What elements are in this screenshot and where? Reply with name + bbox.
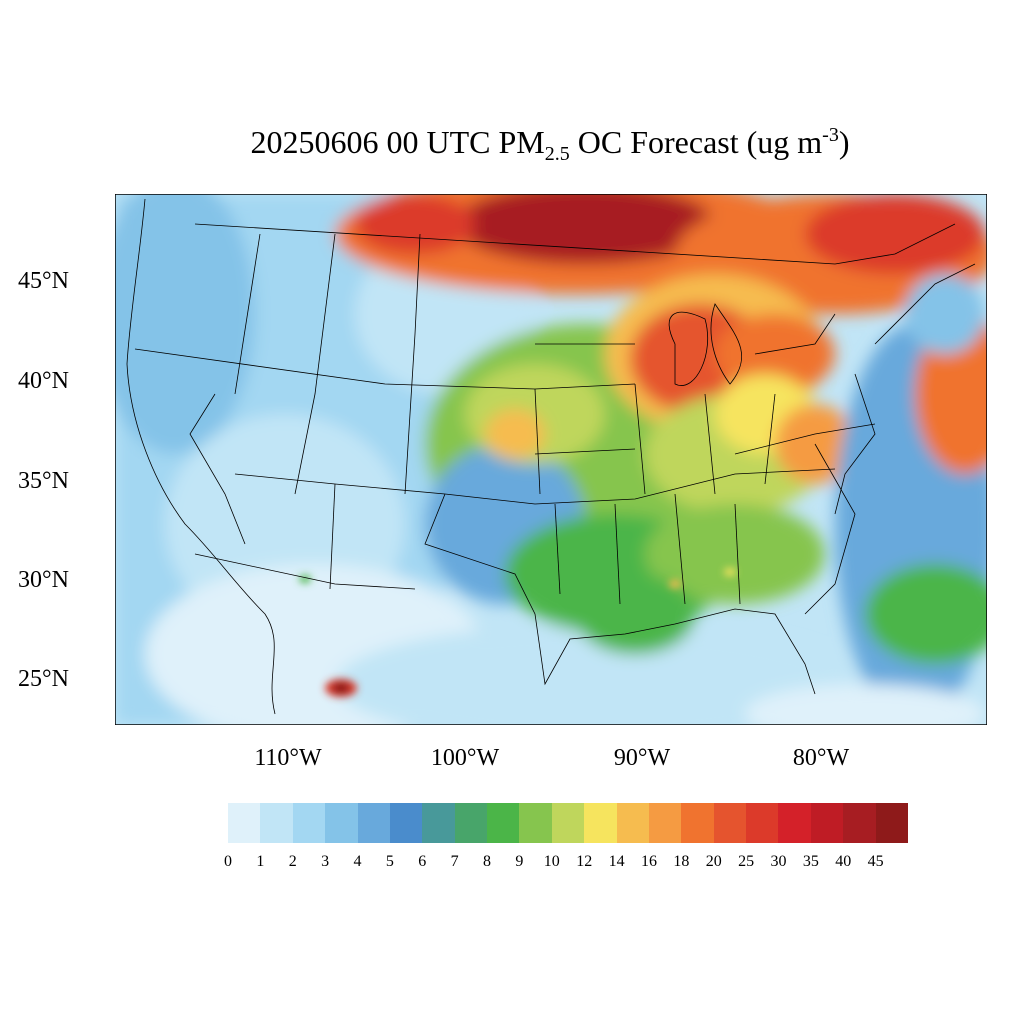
colorbar-tick-label: 12 xyxy=(576,853,593,870)
colorbar-tick-label: 35 xyxy=(802,853,819,870)
colorbar-swatch xyxy=(228,803,261,843)
title-superscript: -3 xyxy=(822,124,839,146)
lon-label-100w: 100°W xyxy=(430,745,500,771)
colorbar-swatch xyxy=(778,803,811,843)
colorbar-tick-label: 4 xyxy=(353,853,362,870)
colorbar-tick-label: 16 xyxy=(640,853,657,870)
colorbar-tick-label: 14 xyxy=(608,853,625,870)
colorbar-swatch xyxy=(551,803,585,843)
colorbar-tick-label: 40 xyxy=(835,853,852,870)
colorbar-swatch xyxy=(260,803,293,843)
colorbar-tick-label: 8 xyxy=(483,853,492,870)
colorbar-tick-label: 10 xyxy=(543,853,560,870)
concentration-map xyxy=(115,194,987,725)
colorbar-swatch xyxy=(616,803,649,843)
colorbar-tick-label: 20 xyxy=(705,853,722,870)
colorbar-tick-label: 7 xyxy=(450,853,459,870)
colorbar-swatch xyxy=(713,803,746,843)
hotspot-mexico xyxy=(299,568,736,697)
lon-label-110w: 110°W xyxy=(254,745,322,771)
colorbar-tick-label: 9 xyxy=(515,853,524,870)
colorbar-swatch xyxy=(325,803,358,843)
lat-label-40n: 40°N xyxy=(18,368,69,394)
title-suffix: ) xyxy=(838,124,850,160)
map-frame xyxy=(115,194,987,725)
colorbar-tick-label: 2 xyxy=(288,853,297,870)
colorbar-swatch xyxy=(843,803,876,843)
colorbar-tick-label: 5 xyxy=(385,853,394,870)
lon-label-80w: 80°W xyxy=(792,745,850,771)
colorbar-swatch xyxy=(519,803,552,843)
colorbar-tick-label: 0 xyxy=(224,853,232,870)
lat-label-45n: 45°N xyxy=(18,268,69,294)
chart-title: 20250606 00 UTC PM2.5 OC Forecast (ug m-… xyxy=(0,124,1024,166)
colorbar-swatch xyxy=(454,803,487,843)
colorbar-swatch xyxy=(746,803,779,843)
colorbar-swatch xyxy=(810,803,844,843)
colorbar-swatch xyxy=(875,803,908,843)
boundary-lines xyxy=(126,198,976,715)
colorbar-swatch xyxy=(357,803,390,843)
colorbar-swatch xyxy=(487,803,520,843)
lat-label-25n: 25°N xyxy=(18,666,69,692)
lat-label-30n: 30°N xyxy=(18,567,69,593)
colorbar-tick-label: 6 xyxy=(418,853,427,870)
colorbar-swatch xyxy=(292,803,326,843)
colorbar-tick-label: 3 xyxy=(321,853,330,870)
colorbar-swatch xyxy=(389,803,423,843)
title-subscript: 2.5 xyxy=(544,143,570,165)
colorbar-swatch xyxy=(648,803,682,843)
colorbar-tick-label: 30 xyxy=(770,853,787,870)
lon-label-90w: 90°W xyxy=(613,745,671,771)
colorbar-tick-label: 1 xyxy=(256,853,265,870)
colorbar-swatch xyxy=(422,803,455,843)
colorbar xyxy=(228,803,908,843)
colorbar-tick-label: 25 xyxy=(738,853,755,870)
lat-label-35n: 35°N xyxy=(18,468,69,494)
title-text: 20250606 00 UTC PM xyxy=(250,124,545,160)
colorbar-swatch xyxy=(681,803,714,843)
colorbar-tick-label: 18 xyxy=(673,853,690,870)
title-units-text: OC Forecast (ug m xyxy=(569,124,823,160)
colorbar-swatch xyxy=(584,803,617,843)
colorbar-tick-label: 45 xyxy=(867,853,884,870)
